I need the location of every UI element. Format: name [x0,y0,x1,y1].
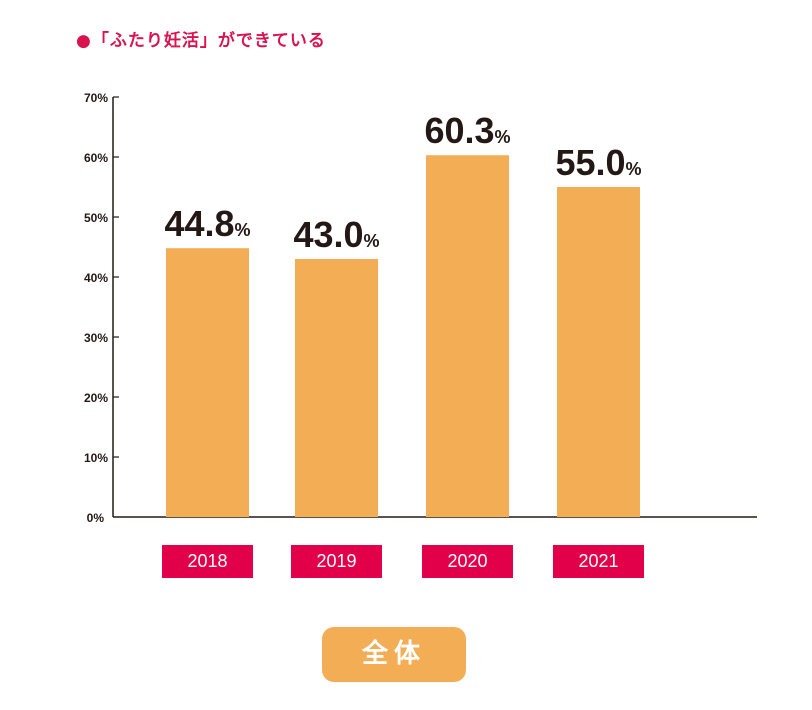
category-label: 2021 [553,545,644,578]
y-tick-label: 20% [84,391,108,405]
y-tick-label: 60% [84,151,108,165]
bar-2021 [557,187,640,517]
data-label: 44.8% [164,203,250,244]
data-label: 55.0% [555,142,641,183]
y-tick-label: 30% [84,331,108,345]
y-tick-label: 70% [84,91,108,105]
group-label: 全体 [322,627,466,682]
category-label: 2019 [291,545,382,578]
category-label: 2020 [422,545,513,578]
chart-title: ●「ふたり妊活」ができている [76,31,326,51]
y-tick-label: 50% [84,211,108,225]
bar-2018 [166,248,249,517]
y-tick-label: 10% [84,451,108,465]
y-tick-label: 40% [84,271,108,285]
bar-2020 [426,155,509,517]
data-label: 43.0% [293,214,379,255]
data-label: 60.3% [424,110,510,151]
y-tick-label: 0% [87,511,105,525]
category-label: 2018 [162,545,253,578]
bar-2019 [295,259,378,517]
